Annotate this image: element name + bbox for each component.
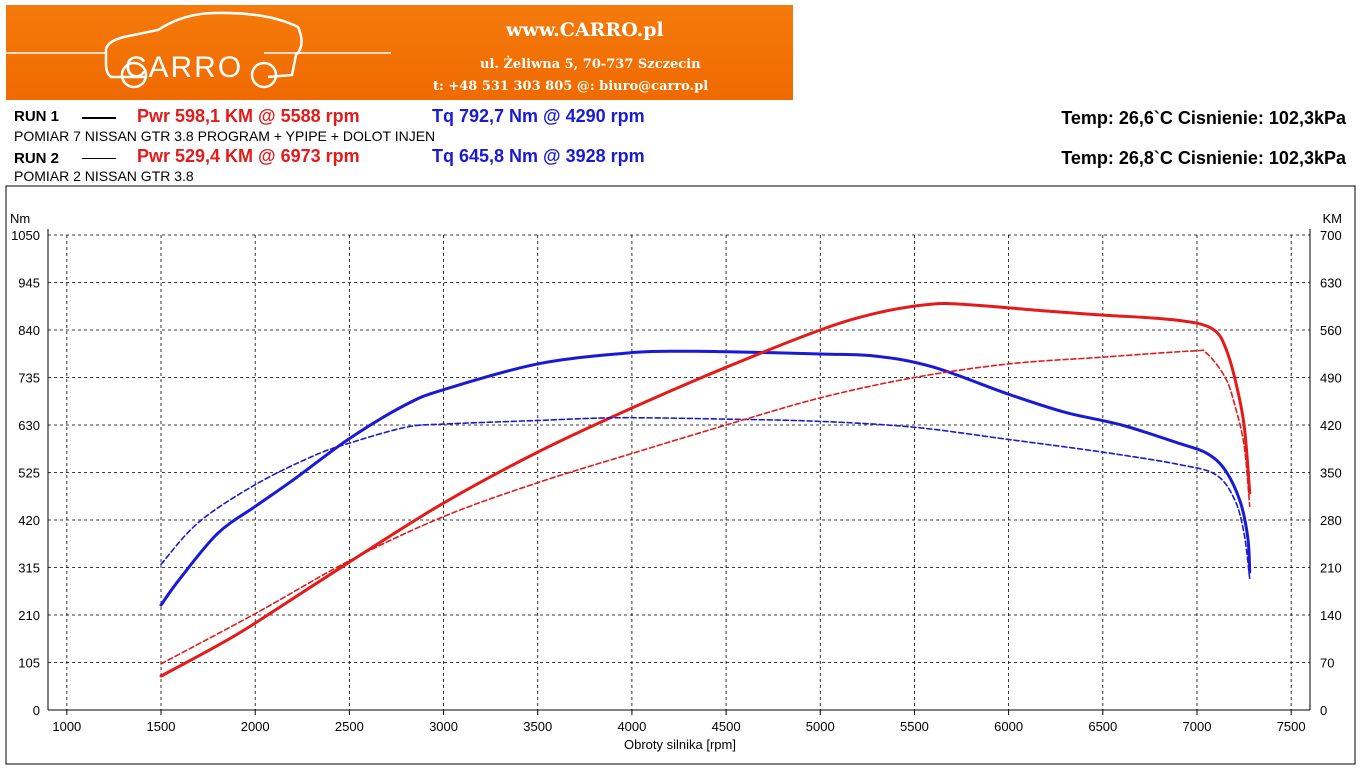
- y-tick-label: 735: [18, 371, 40, 386]
- x-tick-label: 7000: [1183, 719, 1212, 734]
- x-tick-label: 2500: [335, 719, 364, 734]
- x-tick-label: 2000: [241, 719, 270, 734]
- contact-text: t: +48 531 303 805 @: biuro@carro.pl: [433, 79, 709, 94]
- y2-tick-label: 70: [1320, 656, 1334, 671]
- run1-description: POMIAR 7 NISSAN GTR 3.8 PROGRAM + YPIPE …: [14, 128, 436, 144]
- y2-tick-label: 560: [1320, 323, 1342, 338]
- y-tick-label: 1050: [11, 228, 40, 243]
- run1-label: RUN 1: [14, 108, 60, 125]
- y2-tick-label: 140: [1320, 608, 1342, 623]
- series-lines: [159, 302, 1252, 678]
- y-tick-label: 630: [18, 418, 40, 433]
- run2-conditions: Temp: 26,8`C Cisnienie: 102,3kPa: [1061, 148, 1346, 168]
- x-tick-label: 6500: [1088, 719, 1117, 734]
- y2-tick-label: 490: [1320, 371, 1342, 386]
- y-tick-label: 0: [33, 703, 40, 718]
- y2-tick-label: 350: [1320, 466, 1342, 481]
- y-tick-label: 420: [18, 513, 40, 528]
- x-tick-label: 1000: [52, 719, 81, 734]
- logo-text: CARRO: [125, 51, 243, 84]
- y-tick-label: 840: [18, 323, 40, 338]
- run2-power: Pwr 529,4 KM @ 6973 rpm: [137, 146, 360, 166]
- run1-power: Pwr 598,1 KM @ 5588 rpm: [137, 106, 360, 126]
- run2-label: RUN 2: [14, 150, 60, 167]
- y-tick-label: 315: [18, 561, 40, 576]
- run2-description: POMIAR 2 NISSAN GTR 3.8: [14, 168, 194, 184]
- y2-tick-label: 280: [1320, 513, 1342, 528]
- run-2-tq-line: [160, 416, 1251, 580]
- run1-torque: Tq 792,7 Nm @ 4290 rpm: [432, 106, 645, 126]
- y-tick-label: 945: [18, 276, 40, 291]
- run-1-pwr-line: [159, 302, 1252, 678]
- y-tick-label: 105: [18, 656, 40, 671]
- y-tick-label: 525: [18, 466, 40, 481]
- x-tick-label: 4000: [617, 719, 646, 734]
- y2-axis-label: KM: [1323, 211, 1343, 226]
- y2-tick-label: 420: [1320, 418, 1342, 433]
- chart-frame: [5, 185, 1356, 765]
- x-tick-labels: 1000 1500 2000 2500 3000 3500 4000 4500 5000 5500…: [52, 719, 1305, 734]
- run2-legend-line: [82, 158, 116, 159]
- site-url[interactable]: www.CARRO.pl: [506, 19, 664, 41]
- x-tick-label: 4500: [712, 719, 741, 734]
- x-axis-label: Obroty silnika [rpm]: [624, 737, 736, 752]
- y2-tick-label: 0: [1320, 703, 1327, 718]
- x-tick-label: 3000: [429, 719, 458, 734]
- y-tick-labels: 0 105 210 315 420 525 630 735 840 945 1050: [11, 228, 40, 718]
- run-2-pwr-line: [160, 349, 1251, 665]
- run2-torque: Tq 645,8 Nm @ 3928 rpm: [432, 146, 645, 166]
- x-tick-label: 6000: [994, 719, 1023, 734]
- x-tick-label: 1500: [147, 719, 176, 734]
- x-tick-label: 7500: [1277, 719, 1306, 734]
- y2-tick-labels: 0 70 140 210 280 350 420 490 560 630 700: [1320, 228, 1342, 718]
- x-tick-label: 5500: [900, 719, 929, 734]
- x-tick-label: 3500: [523, 719, 552, 734]
- run1-legend-line: [82, 117, 116, 119]
- y-axis-label: Nm: [10, 211, 30, 226]
- run1-conditions: Temp: 26,6`C Cisnienie: 102,3kPa: [1061, 108, 1346, 128]
- logo-banner: CARRO www.CARRO.pl ul. Żeliwna 5, 70-737…: [6, 5, 793, 100]
- y2-tick-label: 700: [1320, 228, 1342, 243]
- car-logo-icon: CARRO: [6, 11, 391, 89]
- run-1-tq-line: [159, 349, 1252, 607]
- x-tick-label: 5000: [806, 719, 835, 734]
- grid-lines: [48, 234, 1310, 715]
- y2-tick-label: 210: [1320, 561, 1342, 576]
- address-text: ul. Żeliwna 5, 70-737 Szczecin: [480, 57, 701, 72]
- y2-tick-label: 630: [1320, 276, 1342, 291]
- y-tick-label: 210: [18, 608, 40, 623]
